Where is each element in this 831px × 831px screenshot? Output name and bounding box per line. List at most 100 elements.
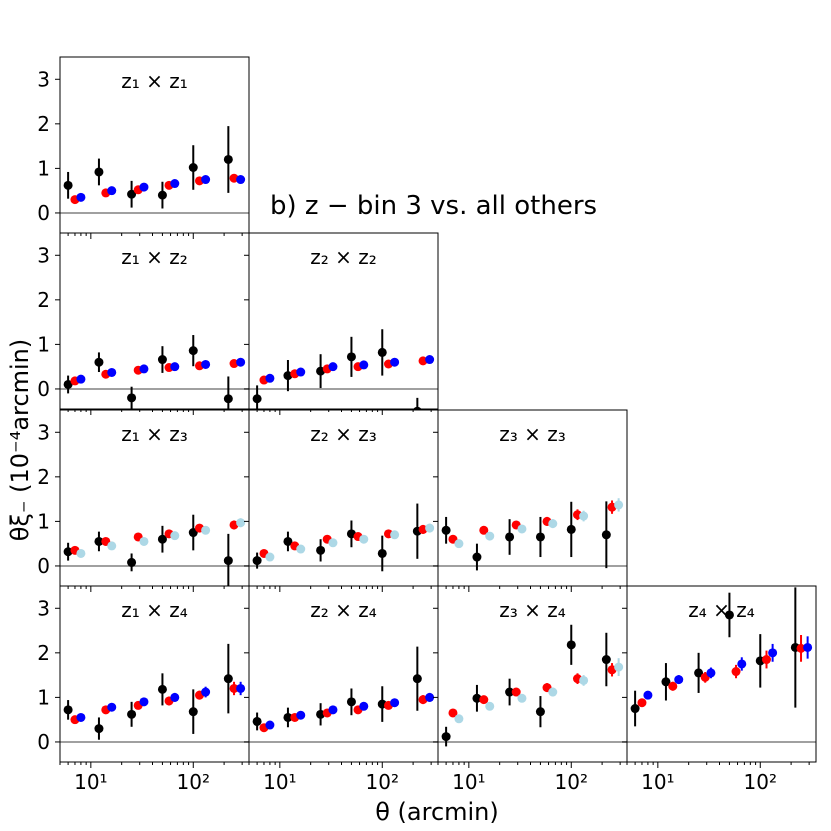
panel-3-2: z₂ × z₃ — [244, 409, 439, 592]
data-point-blue — [737, 659, 747, 669]
data-point-lightblue — [296, 544, 306, 554]
panel-title: z₃ × z₃ — [499, 422, 566, 446]
data-point-black — [377, 548, 387, 558]
data-point-red — [731, 667, 741, 677]
panel-title: z₁ × z₂ — [121, 245, 188, 269]
panel-3-1: 0 1 2 3 z₁ × z₃ — [37, 409, 250, 592]
x-tick-label: 10² — [744, 770, 777, 794]
data-point-lightblue — [139, 536, 149, 546]
data-point-blue — [139, 697, 149, 707]
data-point-black — [630, 704, 640, 714]
panel-title: z₃ × z₄ — [499, 598, 566, 622]
data-point-lightblue — [454, 714, 464, 724]
data-point-lightblue — [548, 687, 558, 697]
y-tick-label: 1 — [37, 156, 50, 180]
data-point-blue — [425, 692, 435, 702]
series-group — [63, 643, 246, 740]
data-point-black — [252, 716, 262, 726]
data-point-black — [694, 668, 704, 678]
data-point-blue — [201, 175, 211, 185]
data-point-red — [479, 525, 489, 535]
data-point-red — [761, 655, 771, 665]
panel-2-2: z₂ × z₂ — [244, 232, 439, 415]
y-tick-label: 3 — [37, 67, 50, 91]
y-tick-label: 2 — [37, 465, 50, 489]
data-point-lightblue — [76, 548, 86, 558]
panel-4-4: 10¹ 10² z₄ × z₄ — [622, 585, 817, 794]
panel-2-1: 0 1 2 3 z₁ × z₂ — [37, 232, 250, 415]
data-point-blue — [170, 179, 180, 189]
data-point-blue — [328, 705, 338, 715]
data-point-lightblue — [579, 675, 589, 685]
data-point-black — [346, 697, 356, 707]
data-point-lightblue — [614, 500, 624, 510]
series-group — [252, 329, 435, 409]
x-axis-title: θ (arcmin) — [375, 798, 499, 826]
data-point-lightblue — [236, 518, 246, 528]
data-point-blue — [236, 357, 246, 367]
data-point-black — [535, 707, 545, 717]
panel-title: z₂ × z₃ — [310, 422, 377, 446]
data-point-lightblue — [201, 525, 211, 535]
data-point-black — [94, 724, 104, 734]
y-tick-label: 1 — [37, 685, 50, 709]
panel-title: z₂ × z₂ — [310, 245, 377, 269]
data-point-blue — [170, 362, 180, 372]
y-tick-label: 2 — [37, 641, 50, 665]
series-group — [630, 587, 813, 727]
data-point-lightblue — [485, 701, 495, 711]
data-point-black — [127, 393, 137, 403]
data-point-blue — [236, 175, 246, 185]
data-point-black — [127, 557, 137, 567]
data-point-lightblue — [390, 530, 400, 540]
data-point-red — [796, 643, 806, 653]
data-point-lightblue — [485, 531, 495, 541]
y-tick-label: 3 — [37, 420, 50, 444]
data-point-red — [668, 681, 678, 691]
y-axis-title: θξ₋ (10⁻⁴arcmin) — [6, 339, 34, 541]
data-point-blue — [390, 698, 400, 708]
data-point-black — [283, 536, 293, 546]
data-point-lightblue — [517, 693, 527, 703]
panel-title: z₁ × z₃ — [121, 422, 188, 446]
data-point-lightblue — [517, 524, 527, 534]
data-point-blue — [107, 367, 117, 377]
data-point-black — [127, 709, 137, 719]
data-point-black — [535, 532, 545, 542]
data-point-blue — [390, 357, 400, 367]
panel-4-2: 10¹ 10² z₂ × z₄ — [244, 585, 439, 794]
data-point-black — [157, 355, 167, 365]
y-tick-label: 1 — [37, 509, 50, 533]
data-point-black — [601, 655, 611, 665]
series-group — [252, 503, 435, 572]
panel-title: z₁ × z₁ — [121, 69, 188, 93]
data-point-black — [566, 524, 576, 534]
data-point-blue — [236, 683, 246, 693]
data-point-lightblue — [359, 534, 369, 544]
data-point-black — [252, 556, 262, 566]
data-point-black — [472, 693, 482, 703]
data-point-black — [661, 677, 671, 687]
data-point-black — [63, 379, 73, 389]
y-tick-label: 0 — [37, 201, 50, 225]
panel-frame — [248, 232, 439, 410]
data-point-black — [157, 534, 167, 544]
data-point-black — [223, 154, 233, 164]
x-tick-label: 10¹ — [263, 770, 296, 794]
data-point-lightblue — [425, 523, 435, 533]
y-tick-label: 3 — [37, 243, 50, 267]
x-tick-label: 10¹ — [641, 770, 674, 794]
data-point-black — [377, 347, 387, 357]
series-group — [63, 126, 246, 209]
data-point-black — [223, 556, 233, 566]
x-tick-label: 10² — [177, 770, 210, 794]
data-point-blue — [425, 355, 435, 365]
data-point-red — [637, 698, 647, 708]
data-point-black — [63, 180, 73, 190]
data-point-blue — [265, 373, 275, 383]
data-point-blue — [359, 360, 369, 370]
data-point-black — [252, 394, 262, 404]
data-point-black — [94, 167, 104, 177]
data-point-black — [157, 190, 167, 200]
